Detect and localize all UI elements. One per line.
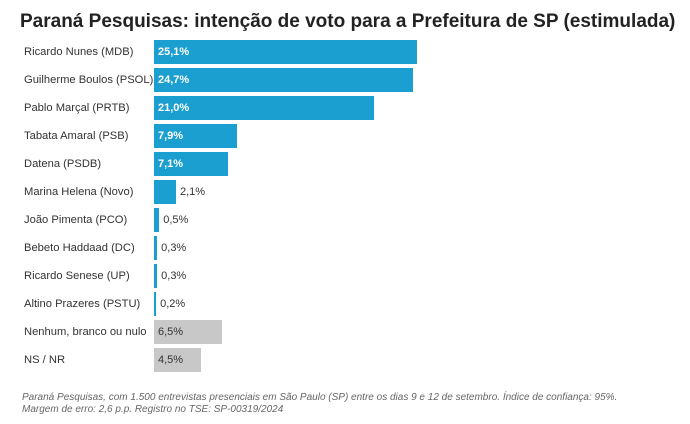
bar (154, 180, 176, 204)
bar-row: João Pimenta (PCO) 0,5% (0, 206, 690, 234)
bar-category-label: Tabata Amaral (PSB) (24, 130, 129, 142)
bar-category-label: Nenhum, branco ou nulo (24, 326, 147, 338)
bar (154, 96, 375, 120)
bar-row: Bebeto Haddaad (DC) 0,3% (0, 234, 690, 262)
chart-footer: Paraná Pesquisas, com 1.500 entrevistas … (22, 392, 672, 416)
bar (154, 124, 237, 148)
bar-value-label: 21,0% (158, 102, 190, 114)
footer-margin-line: Margem de erro: 2,6 p.p. Registro no TSE… (22, 404, 284, 415)
bar (154, 40, 417, 64)
bar-category-label: NS / NR (24, 354, 66, 366)
bar-category-label: João Pimenta (PCO) (24, 214, 128, 226)
bar-category-label: Ricardo Senese (UP) (24, 270, 130, 282)
footer-source-line: Paraná Pesquisas, com 1.500 entrevistas … (22, 392, 618, 403)
bar-value-label: 0,5% (163, 214, 189, 226)
bar-value-label: 0,2% (160, 298, 186, 310)
bar-row: Guilherme Boulos (PSOL) 24,7% (0, 66, 690, 94)
bar-row: Marina Helena (Novo) 2,1% (0, 178, 690, 206)
bar-category-label: Bebeto Haddaad (DC) (24, 242, 135, 254)
bar-value-label: 2,1% (180, 186, 206, 198)
bar (154, 236, 158, 260)
bar-value-label: 7,1% (158, 158, 184, 170)
bar-row: Ricardo Senese (UP) 0,3% (0, 262, 690, 290)
bar-value-label: 25,1% (158, 46, 190, 58)
chart-title: Paraná Pesquisas: intenção de voto para … (20, 11, 676, 32)
bar-value-label: 0,3% (161, 242, 187, 254)
bar (154, 68, 413, 92)
bar-row: Pablo Marçal (PRTB) 21,0% (0, 94, 690, 122)
bar (154, 208, 160, 232)
bar-value-label: 7,9% (158, 130, 184, 142)
bar-value-label: 0,3% (161, 270, 187, 282)
bar (154, 152, 229, 176)
bar (154, 348, 202, 372)
bar-category-label: Ricardo Nunes (MDB) (24, 46, 134, 58)
bar (154, 292, 157, 316)
bar-row: NS / NR 4,5% (0, 346, 690, 374)
bar-category-label: Marina Helena (Novo) (24, 186, 134, 198)
bar-row: Datena (PSDB) 7,1% (0, 150, 690, 178)
bar-category-label: Datena (PSDB) (24, 158, 102, 170)
bar (154, 264, 158, 288)
bar-row: Ricardo Nunes (MDB) 25,1% (0, 38, 690, 66)
bar-category-label: Guilherme Boulos (PSOL) (24, 74, 154, 86)
bar-category-label: Altino Prazeres (PSTU) (24, 298, 141, 310)
bar-category-label: Pablo Marçal (PRTB) (24, 102, 130, 114)
bar-row: Tabata Amaral (PSB) 7,9% (0, 122, 690, 150)
bar-chart: Ricardo Nunes (MDB) 25,1% Guilherme Boulos… (0, 38, 690, 382)
bar-row: Altino Prazeres (PSTU) 0,2% (0, 290, 690, 318)
bar-row: Nenhum, branco ou nulo 6,5% (0, 318, 690, 346)
bar-value-label: 6,5% (158, 326, 184, 338)
bar (154, 320, 223, 344)
bar-value-label: 4,5% (158, 354, 184, 366)
bar-value-label: 24,7% (158, 74, 190, 86)
